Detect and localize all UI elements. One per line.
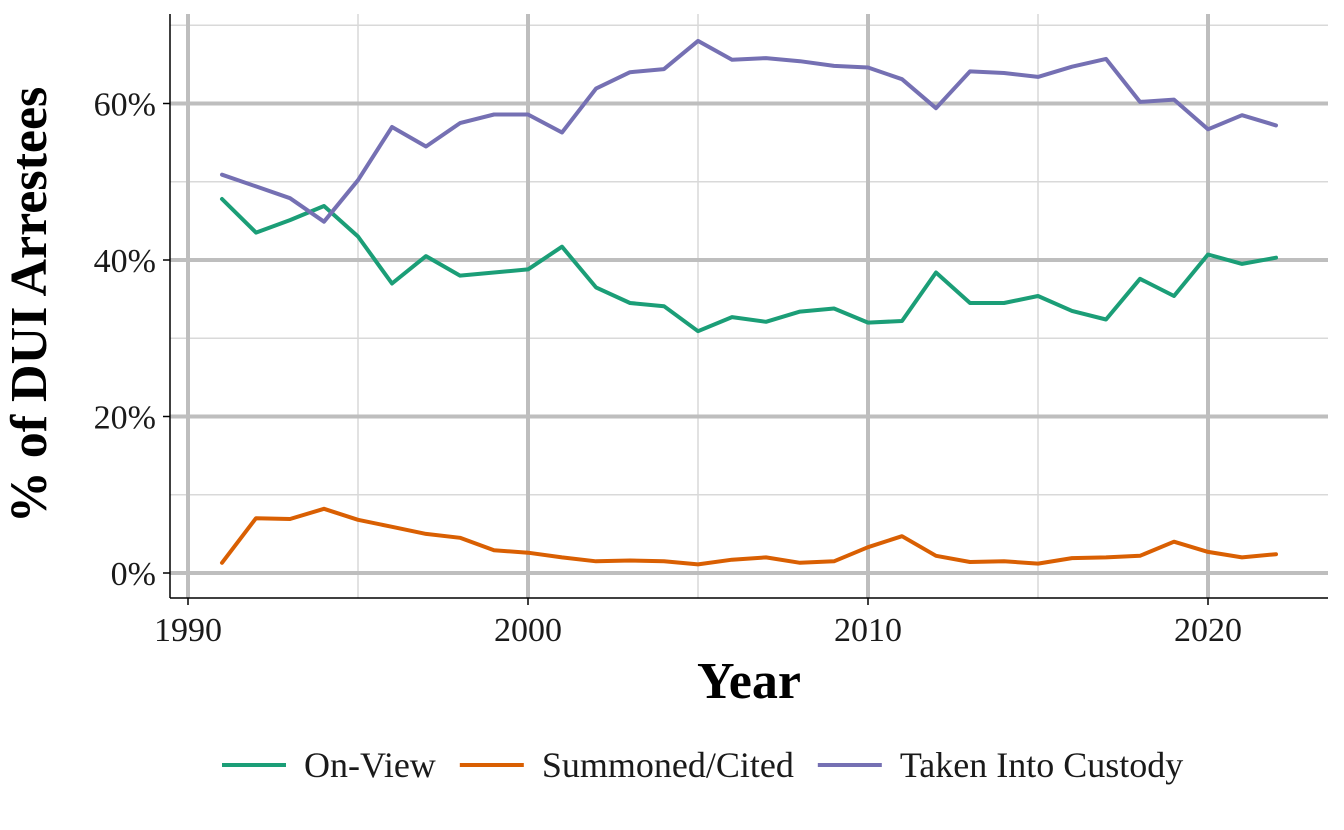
y-tick-labels: 0% 20% 40% 60% bbox=[94, 87, 156, 594]
legend-label: On-View bbox=[304, 745, 436, 785]
x-tick-label: 2000 bbox=[494, 612, 562, 649]
legend-item-summoned-cited: Summoned/Cited bbox=[459, 745, 794, 785]
series-line-taken-into-custody bbox=[220, 38, 1278, 224]
series-line-on-view bbox=[220, 197, 1278, 334]
x-tick-labels: 1990 2000 2010 2020 bbox=[154, 612, 1242, 649]
legend-item-on-view: On-View bbox=[222, 745, 436, 785]
series-line-summoned-cited bbox=[220, 506, 1278, 567]
y-axis-title: % of DUI Arrestees bbox=[1, 87, 58, 524]
axes bbox=[163, 14, 1328, 605]
x-tick-label: 2010 bbox=[834, 612, 902, 649]
y-tick-label: 60% bbox=[94, 87, 156, 124]
grid bbox=[170, 14, 1328, 598]
legend-label: Summoned/Cited bbox=[542, 745, 794, 785]
legend: On-View Summoned/Cited Taken Into Custody bbox=[222, 745, 1183, 785]
y-tick-label: 20% bbox=[94, 400, 156, 437]
legend-label: Taken Into Custody bbox=[900, 745, 1183, 785]
y-tick-label: 0% bbox=[111, 556, 156, 593]
x-tick-label: 2020 bbox=[1174, 612, 1242, 649]
legend-item-taken-into-custody: Taken Into Custody bbox=[817, 745, 1183, 785]
y-tick-label: 40% bbox=[94, 243, 156, 280]
series-lines bbox=[220, 38, 1278, 567]
x-tick-label: 1990 bbox=[154, 612, 222, 649]
x-axis-title: Year bbox=[697, 653, 801, 710]
